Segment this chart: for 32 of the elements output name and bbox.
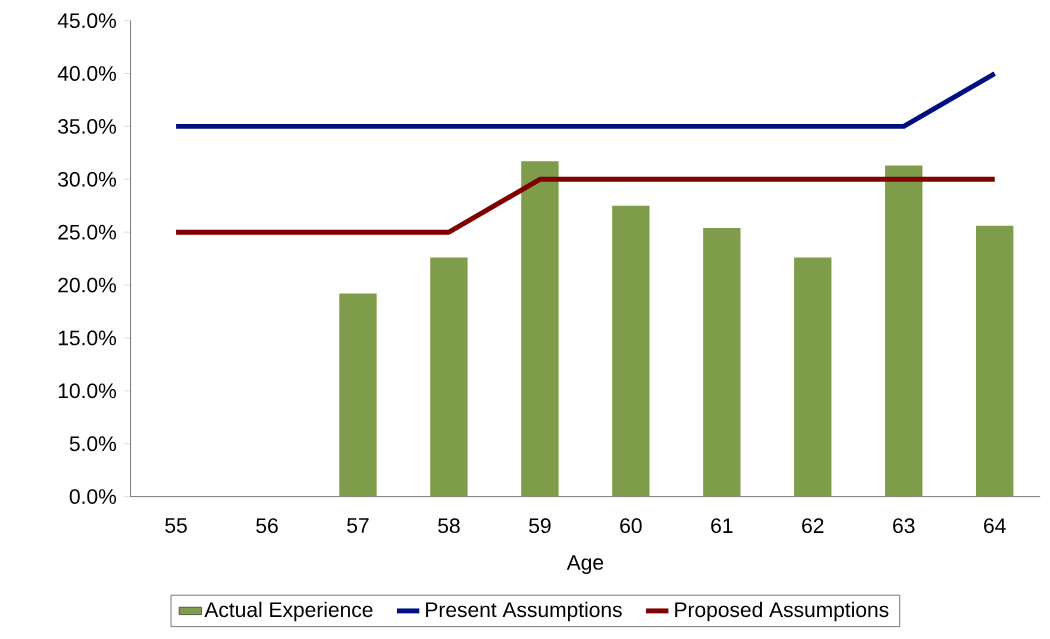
x-tick-label: 61	[711, 518, 733, 534]
legend-label: Actual Experience	[204, 601, 373, 622]
y-tick-label: 5.0%	[69, 436, 117, 452]
legend-label: Proposed Assumptions	[675, 601, 889, 622]
x-tick-label: 55	[165, 518, 187, 533]
x-tick-label: 60	[620, 518, 642, 534]
bar	[703, 227, 741, 497]
x-tick-label: 56	[256, 518, 278, 534]
y-tick-label: 10.0%	[58, 383, 117, 399]
y-tick-label: 20.0%	[58, 277, 117, 293]
y-tick-label: 15.0%	[58, 330, 117, 346]
bar	[885, 165, 923, 497]
y-tick-label: 0.0%	[69, 489, 117, 504]
y-tick-label: 40.0%	[57, 66, 117, 81]
x-tick-label: 62	[802, 518, 824, 534]
bar	[976, 225, 1014, 497]
bar	[521, 161, 559, 497]
bar	[430, 257, 468, 497]
y-tick-label: 25.0%	[58, 224, 117, 240]
bar	[794, 257, 832, 497]
y-tick-label: 35.0%	[58, 118, 117, 134]
x-tick-label: 59	[529, 518, 551, 534]
x-tick-label: 58	[438, 518, 460, 534]
x-tick-label: 64	[984, 518, 1006, 534]
legend-label: Present Assumptions	[426, 601, 622, 622]
y-tick-label: 30.0%	[58, 171, 117, 187]
y-tick-label: 45.0%	[57, 13, 117, 28]
bar	[339, 293, 377, 497]
x-axis-title: Age	[566, 555, 604, 574]
bar	[612, 205, 650, 497]
x-tick-label: 57	[347, 518, 369, 533]
x-tick-label: 63	[893, 518, 915, 534]
